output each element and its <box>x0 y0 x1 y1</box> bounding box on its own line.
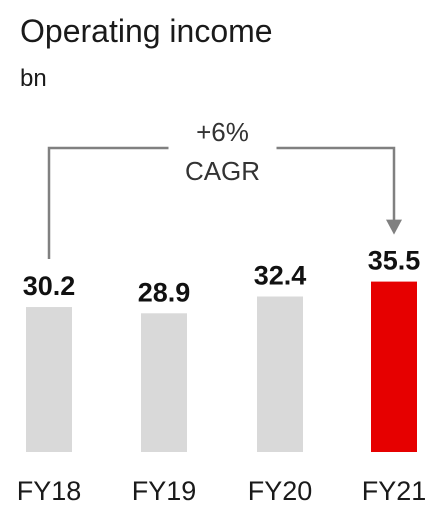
category-label-fy21: FY21 <box>362 476 427 506</box>
bar-fy20 <box>257 296 303 452</box>
bar-fy19 <box>141 313 187 452</box>
cagr-bracket-line <box>47 146 396 260</box>
chart-unit: bn <box>20 65 47 92</box>
bars-group: 30.2 FY18 28.9 FY19 32.4 FY20 35.5 FY21 <box>17 246 427 506</box>
chart-title: Operating income <box>20 13 273 49</box>
bar-fy18 <box>26 307 72 452</box>
value-label-fy20: 32.4 <box>254 260 307 290</box>
bar-fy21 <box>371 281 417 452</box>
category-label-fy19: FY19 <box>132 476 197 506</box>
value-label-fy19: 28.9 <box>138 277 191 307</box>
cagr-label: CAGR <box>185 156 260 186</box>
category-label-fy20: FY20 <box>248 476 313 506</box>
value-label-fy18: 30.2 <box>23 271 76 301</box>
value-label-fy21: 35.5 <box>368 246 421 276</box>
cagr-percent: +6% <box>196 117 249 147</box>
category-label-fy18: FY18 <box>17 476 82 506</box>
cagr-arrow-head <box>386 219 402 235</box>
